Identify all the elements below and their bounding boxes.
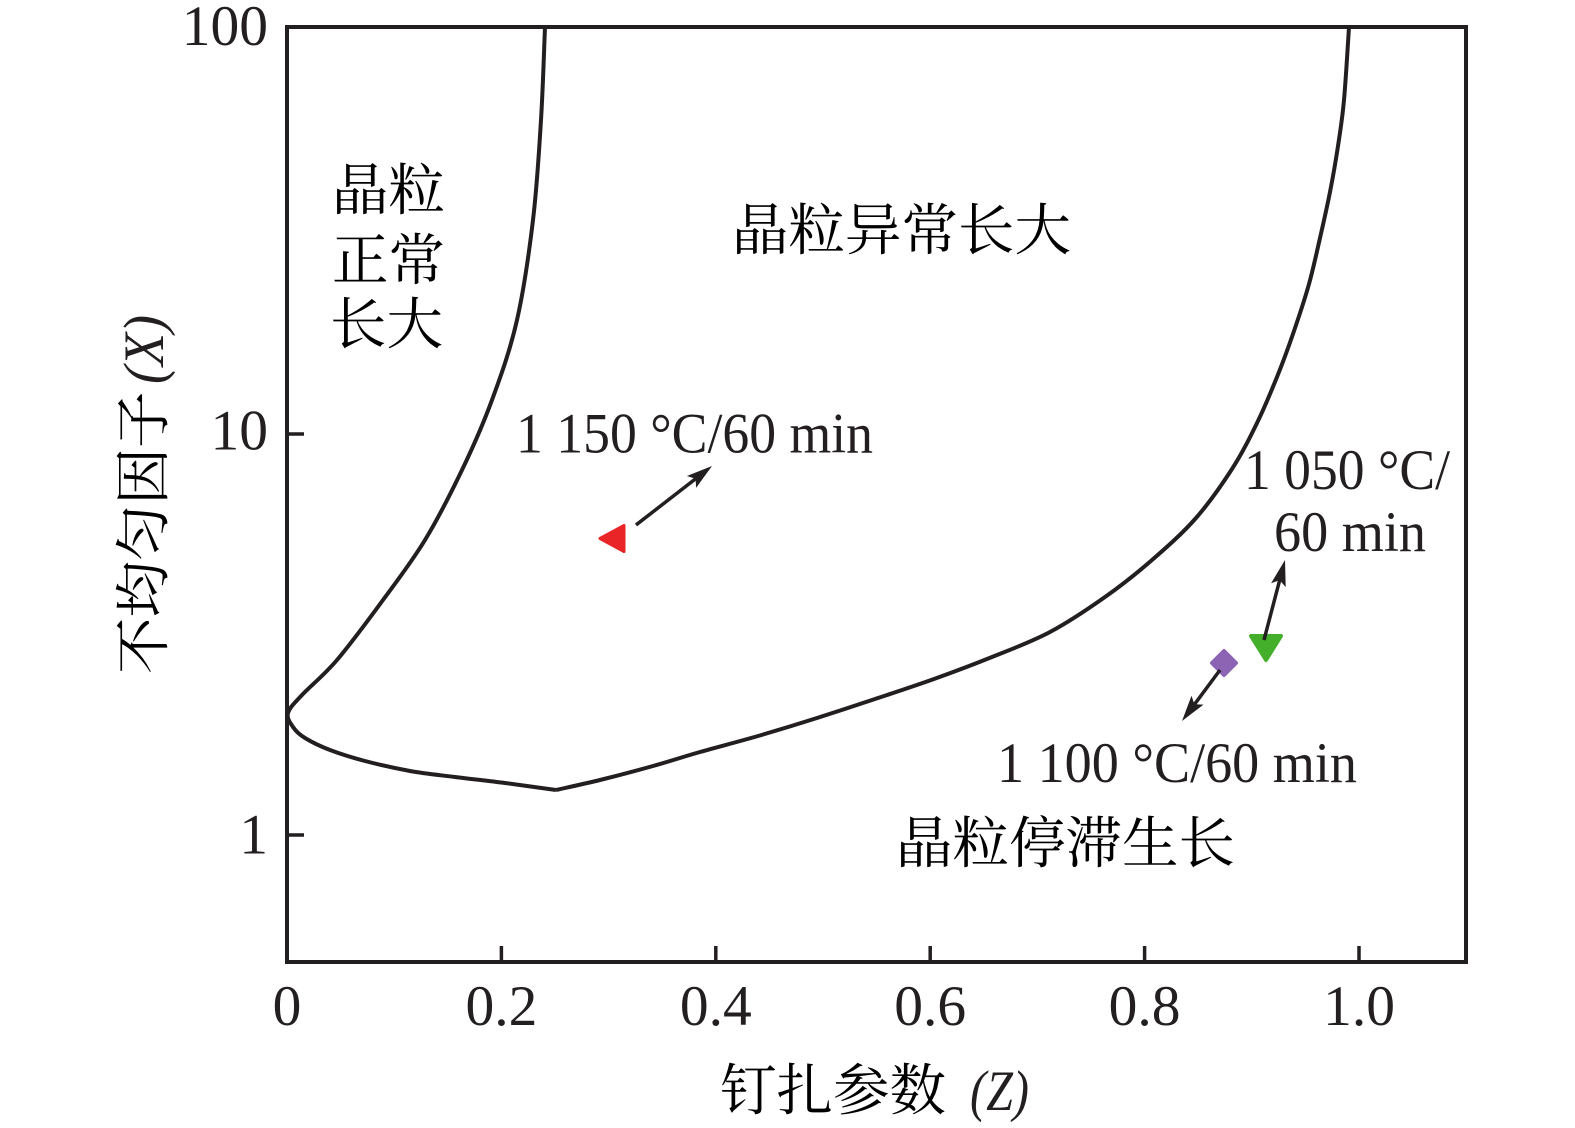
svg-text:0.6: 0.6 (894, 975, 966, 1038)
svg-text:0.4: 0.4 (680, 975, 752, 1038)
svg-text:(X): (X) (113, 315, 176, 384)
svg-text:0.8: 0.8 (1109, 975, 1181, 1038)
svg-text:1.0: 1.0 (1323, 975, 1395, 1038)
svg-text:(Z): (Z) (970, 1060, 1029, 1123)
svg-text:0: 0 (273, 975, 302, 1038)
svg-text:1 050 °C/: 1 050 °C/ (1244, 439, 1450, 502)
svg-text:1: 1 (239, 804, 268, 867)
svg-text:10: 10 (211, 400, 269, 463)
svg-text:100: 100 (182, 0, 268, 58)
svg-text:0.2: 0.2 (465, 975, 537, 1038)
svg-text:60 min: 60 min (1274, 501, 1426, 564)
svg-text:1 150 °C/60 min: 1 150 °C/60 min (516, 403, 873, 466)
svg-text:1 100 °C/60 min: 1 100 °C/60 min (997, 732, 1357, 795)
